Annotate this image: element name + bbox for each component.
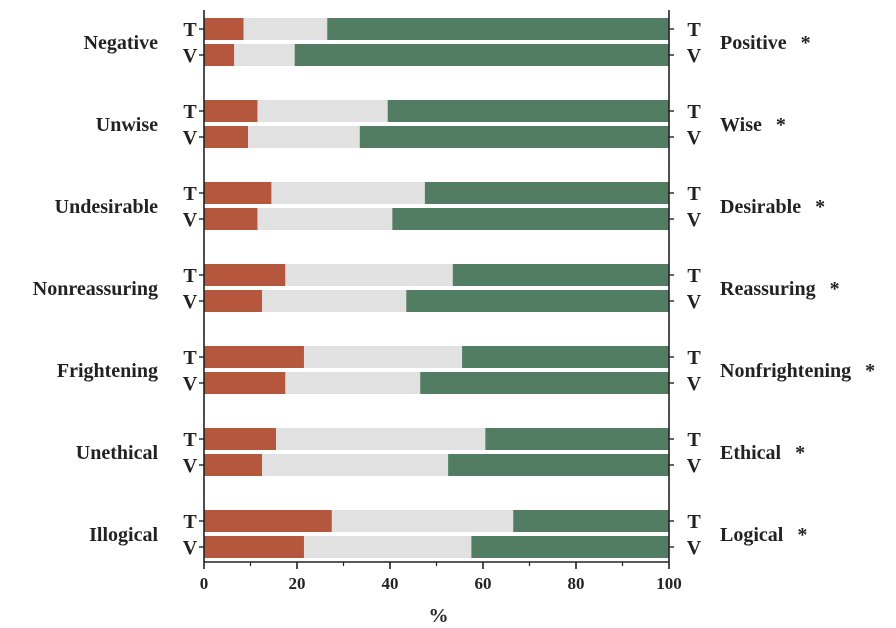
bar-label-left: V <box>183 455 198 477</box>
significance-marker: * <box>797 524 807 546</box>
bar-segment-positive <box>392 208 669 230</box>
bar-segment-positive <box>387 100 669 122</box>
bar-segment-neutral <box>257 100 388 122</box>
bar-label-right: V <box>687 373 702 395</box>
x-tick-label: 80 <box>568 574 585 593</box>
bar-segment-positive <box>327 18 669 40</box>
bar-segment-neutral <box>262 290 407 312</box>
bar-segment-negative <box>204 182 272 204</box>
bar-label-left: T <box>183 19 197 41</box>
bar-label-left: T <box>183 101 197 123</box>
bar-label-left: V <box>183 291 198 313</box>
bar-segment-neutral <box>248 126 360 148</box>
category-label-left: Negative <box>84 32 159 54</box>
x-axis-label: % <box>429 605 449 627</box>
bar-segment-negative <box>204 454 263 476</box>
bar-label-left: V <box>183 127 198 149</box>
bar-segment-positive <box>420 372 669 394</box>
bar-segment-negative <box>204 208 258 230</box>
bar-label-left: V <box>183 209 198 231</box>
bar-segment-neutral <box>285 372 421 394</box>
bar-segment-neutral <box>285 264 453 286</box>
category-label-left: Nonreassuring <box>33 278 158 300</box>
bar-segment-positive <box>359 126 669 148</box>
x-tick-label: 100 <box>656 574 682 593</box>
bar-segment-positive <box>485 428 669 450</box>
bar-segment-positive <box>424 182 669 204</box>
bar-label-right: V <box>687 455 702 477</box>
bar-label-left: T <box>183 511 197 533</box>
bar-segment-negative <box>204 44 235 66</box>
bar-label-left: T <box>183 429 197 451</box>
bar-label-left: T <box>183 183 197 205</box>
category-label-right: Ethical <box>720 442 782 464</box>
bar-label-right: V <box>687 45 702 67</box>
category-label-right: Desirable <box>720 196 801 218</box>
bar-segment-negative <box>204 536 304 558</box>
x-tick-label: 40 <box>382 574 399 593</box>
bar-segment-neutral <box>271 182 425 204</box>
significance-marker: * <box>801 32 811 54</box>
bar-label-right: T <box>687 101 701 123</box>
bar-segment-negative <box>204 346 304 368</box>
bar-label-left: T <box>183 347 197 369</box>
category-label-left: Undesirable <box>55 196 158 218</box>
category-label-left: Unwise <box>96 114 158 136</box>
bar-label-right: T <box>687 19 701 41</box>
bar-segment-positive <box>452 264 669 286</box>
significance-marker: * <box>865 360 875 382</box>
bar-label-right: V <box>687 537 702 559</box>
bar-segment-neutral <box>331 510 514 532</box>
category-label-left: Frightening <box>57 360 158 382</box>
category-label-right: Nonfrightening <box>720 360 851 382</box>
bar-label-right: T <box>687 429 701 451</box>
bar-label-right: V <box>687 209 702 231</box>
bar-segment-neutral <box>257 208 393 230</box>
category-label-right: Logical <box>720 524 784 546</box>
bar-segment-neutral <box>303 536 472 558</box>
category-label-right: Reassuring <box>720 278 816 300</box>
bar-segment-negative <box>204 510 332 532</box>
bar-label-right: V <box>687 291 702 313</box>
bar-label-right: T <box>687 347 701 369</box>
bar-label-right: T <box>687 511 701 533</box>
category-label-right: Positive <box>720 32 787 54</box>
category-label-left: Unethical <box>76 442 159 464</box>
bar-segment-neutral <box>243 18 328 40</box>
x-tick-label: 60 <box>475 574 492 593</box>
bar-segment-positive <box>513 510 669 532</box>
bar-segment-neutral <box>262 454 449 476</box>
significance-marker: * <box>830 278 840 300</box>
x-tick-label: 0 <box>200 574 209 593</box>
x-tick-label: 20 <box>289 574 306 593</box>
bar-label-left: V <box>183 537 198 559</box>
significance-marker: * <box>795 442 805 464</box>
bar-label-left: V <box>183 45 198 67</box>
bar-label-left: T <box>183 265 197 287</box>
bar-segment-positive <box>294 44 669 66</box>
bar-label-right: T <box>687 183 701 205</box>
bar-segment-negative <box>204 126 249 148</box>
bar-label-left: V <box>183 373 198 395</box>
bar-segment-negative <box>204 372 286 394</box>
category-label-left: Illogical <box>89 524 158 546</box>
bar-segment-negative <box>204 100 258 122</box>
significance-marker: * <box>815 196 825 218</box>
bar-label-right: T <box>687 265 701 287</box>
category-label-right: Wise <box>720 114 762 136</box>
bar-segment-positive <box>462 346 669 368</box>
bar-segment-positive <box>448 454 669 476</box>
bar-segment-neutral <box>303 346 463 368</box>
bar-segment-negative <box>204 264 286 286</box>
bar-segment-positive <box>471 536 669 558</box>
bar-segment-positive <box>406 290 669 312</box>
bar-segment-negative <box>204 290 263 312</box>
bar-segment-neutral <box>276 428 486 450</box>
bar-segment-neutral <box>234 44 295 66</box>
bar-segment-negative <box>204 18 244 40</box>
bar-label-right: V <box>687 127 702 149</box>
significance-marker: * <box>776 114 786 136</box>
bar-segment-negative <box>204 428 277 450</box>
